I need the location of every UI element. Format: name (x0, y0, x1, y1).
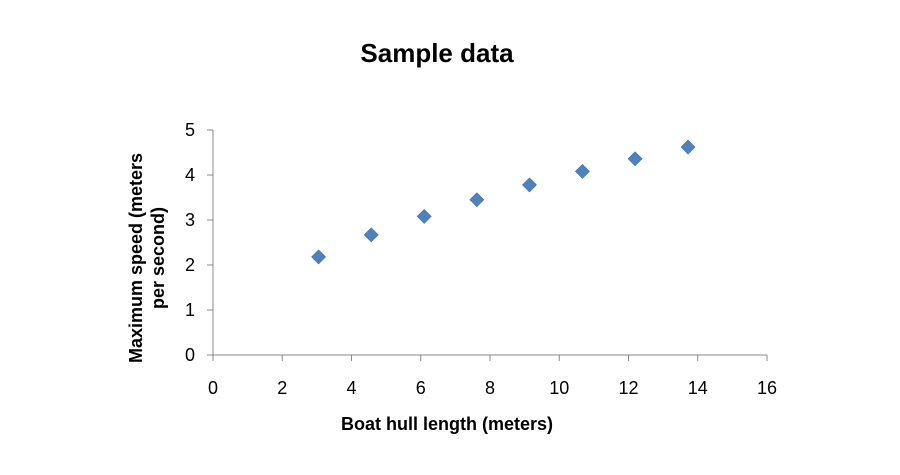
data-point (627, 151, 643, 167)
y-tick-label: 4 (185, 165, 195, 185)
y-tick-label: 2 (185, 255, 195, 275)
x-tick-label: 12 (618, 378, 638, 398)
data-point (469, 192, 485, 208)
x-axis-title: Boat hull length (meters) (341, 414, 553, 434)
x-tick-label: 0 (208, 378, 218, 398)
x-tick-label: 2 (277, 378, 287, 398)
y-tick-label: 0 (185, 345, 195, 365)
data-point (311, 249, 327, 265)
x-tick-label: 4 (346, 378, 356, 398)
axes (212, 130, 767, 356)
x-tick-label: 6 (416, 378, 426, 398)
y-axis-title-line-1: Maximum speed (meters (126, 153, 146, 363)
x-tick-label: 14 (688, 378, 708, 398)
y-tick-label: 3 (185, 210, 195, 230)
data-point (522, 177, 537, 193)
data-point (575, 163, 590, 179)
x-tick-label: 8 (485, 378, 495, 398)
data-points (311, 139, 696, 265)
chart-title: Sample data (360, 38, 514, 68)
data-point (416, 208, 432, 224)
x-tick-label: 10 (549, 378, 569, 398)
data-point (363, 227, 379, 243)
y-tick-label: 1 (185, 300, 195, 320)
data-point (680, 139, 696, 155)
y-axis-title: Maximum speed (meters per second) (126, 153, 168, 363)
y-axis-title-line-2: per second) (148, 207, 168, 309)
x-tick-label: 16 (757, 378, 777, 398)
y-tick-label: 5 (185, 120, 195, 140)
